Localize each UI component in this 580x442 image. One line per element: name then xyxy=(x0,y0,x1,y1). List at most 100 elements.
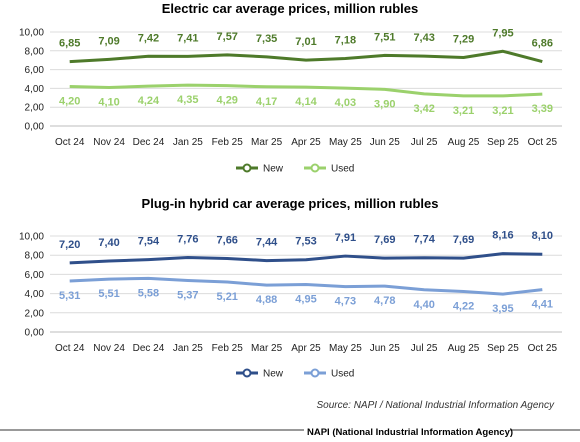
y-tick-label: 10,00 xyxy=(19,28,44,39)
data-label: 7,43 xyxy=(413,32,434,44)
data-label: 7,42 xyxy=(138,32,159,44)
x-tick-label: May 25 xyxy=(329,343,362,354)
data-label: 7,95 xyxy=(492,27,513,39)
x-tick-label: Aug 25 xyxy=(448,343,480,354)
data-label: 7,76 xyxy=(177,234,198,246)
data-label: 7,29 xyxy=(453,33,474,45)
data-label: 4,78 xyxy=(374,295,395,307)
chart-title: Electric car average prices, million rub… xyxy=(162,1,419,16)
data-label: 8,10 xyxy=(532,230,553,242)
data-label: 4,95 xyxy=(295,293,316,305)
x-tick-label: Dec 24 xyxy=(133,137,165,148)
x-tick-label: Oct 25 xyxy=(528,343,558,354)
data-label: 7,35 xyxy=(256,33,277,45)
y-tick-label: 2,00 xyxy=(25,103,45,114)
data-label: 5,31 xyxy=(59,290,80,302)
x-tick-label: Jul 25 xyxy=(411,343,438,354)
data-label: 4,24 xyxy=(138,95,160,107)
legend-item-new: New xyxy=(236,163,284,175)
data-label: 4,17 xyxy=(256,96,277,108)
data-label: 6,85 xyxy=(59,38,80,50)
legend-item-used: Used xyxy=(304,368,354,380)
x-tick-label: Sep 25 xyxy=(487,343,519,354)
x-tick-label: Feb 25 xyxy=(212,343,244,354)
data-label: 8,16 xyxy=(492,230,513,242)
series-line-new xyxy=(69,49,543,64)
data-label: 4,40 xyxy=(413,299,434,311)
data-label: 7,09 xyxy=(98,35,119,47)
data-label: 4,03 xyxy=(335,97,356,109)
data-label: 7,18 xyxy=(335,35,356,47)
data-label: 7,40 xyxy=(98,237,119,249)
x-tick-label: Mar 25 xyxy=(251,137,283,148)
legend-label: New xyxy=(263,164,284,175)
x-tick-label: Jun 25 xyxy=(370,343,400,354)
data-label: 5,37 xyxy=(177,289,198,301)
source-note: Source: NAPI / National Industrial Infor… xyxy=(316,400,555,411)
data-label: 7,74 xyxy=(413,234,435,246)
data-label: 5,51 xyxy=(98,288,119,300)
x-tick-label: Sep 25 xyxy=(487,137,519,148)
legend-item-used: Used xyxy=(304,163,354,175)
series-line-used xyxy=(69,276,543,296)
y-tick-label: 8,00 xyxy=(25,251,45,262)
data-label: 3,39 xyxy=(532,103,553,115)
y-tick-label: 6,00 xyxy=(25,270,45,281)
data-label: 4,35 xyxy=(177,94,198,106)
data-label: 3,90 xyxy=(374,98,395,110)
y-tick-label: 0,00 xyxy=(25,122,45,133)
data-label: 3,21 xyxy=(453,105,474,117)
data-label: 4,10 xyxy=(98,96,119,108)
data-label: 7,66 xyxy=(217,234,238,246)
data-label: 6,86 xyxy=(532,38,553,50)
data-label: 7,41 xyxy=(177,32,198,44)
x-tick-label: Oct 24 xyxy=(55,137,85,148)
footer-label-background xyxy=(304,424,510,438)
y-tick-label: 4,00 xyxy=(25,84,45,95)
y-tick-label: 10,00 xyxy=(19,232,44,243)
x-tick-label: May 25 xyxy=(329,137,362,148)
data-label: 7,44 xyxy=(256,237,278,249)
chart-title: Plug-in hybrid car average prices, milli… xyxy=(142,196,439,211)
x-tick-label: Nov 24 xyxy=(93,137,125,148)
x-tick-label: Feb 25 xyxy=(212,137,244,148)
data-label: 7,54 xyxy=(138,236,160,248)
series-line-new xyxy=(69,252,543,265)
footer-label: NAPI (National Industrial Information Ag… xyxy=(307,427,513,438)
plugin-hybrid-chart: Plug-in hybrid car average prices, milli… xyxy=(19,196,562,380)
x-tick-label: Jul 25 xyxy=(411,137,438,148)
data-label: 7,51 xyxy=(374,31,395,43)
data-label: 4,88 xyxy=(256,294,277,306)
data-label: 3,21 xyxy=(492,105,513,117)
data-label: 4,22 xyxy=(453,300,474,312)
data-label: 7,69 xyxy=(453,234,474,246)
x-tick-label: Apr 25 xyxy=(291,137,321,148)
data-label: 7,91 xyxy=(335,232,356,244)
legend-label: Used xyxy=(331,369,354,380)
x-tick-label: Oct 24 xyxy=(55,343,85,354)
y-tick-label: 4,00 xyxy=(25,289,45,300)
x-tick-label: Jan 25 xyxy=(173,343,203,354)
data-label: 7,53 xyxy=(295,236,316,248)
x-tick-label: Jan 25 xyxy=(173,137,203,148)
data-label: 5,58 xyxy=(138,287,159,299)
legend-marker xyxy=(242,368,252,378)
legend-label: Used xyxy=(331,164,354,175)
data-label: 4,29 xyxy=(217,95,238,107)
x-tick-label: Aug 25 xyxy=(448,137,480,148)
legend-marker xyxy=(310,163,320,173)
data-label: 4,20 xyxy=(59,96,80,108)
legend-marker xyxy=(242,163,252,173)
electric-car-chart: Electric car average prices, million rub… xyxy=(19,1,562,175)
x-tick-label: Jun 25 xyxy=(370,137,400,148)
data-label: 7,57 xyxy=(217,31,238,43)
x-tick-label: Oct 25 xyxy=(528,137,558,148)
x-tick-label: Apr 25 xyxy=(291,343,321,354)
legend-label: New xyxy=(263,369,284,380)
data-label: 7,69 xyxy=(374,234,395,246)
data-label: 3,95 xyxy=(492,303,513,315)
data-label: 7,01 xyxy=(295,36,316,48)
y-tick-label: 8,00 xyxy=(25,46,45,57)
legend-item-new: New xyxy=(236,368,284,380)
